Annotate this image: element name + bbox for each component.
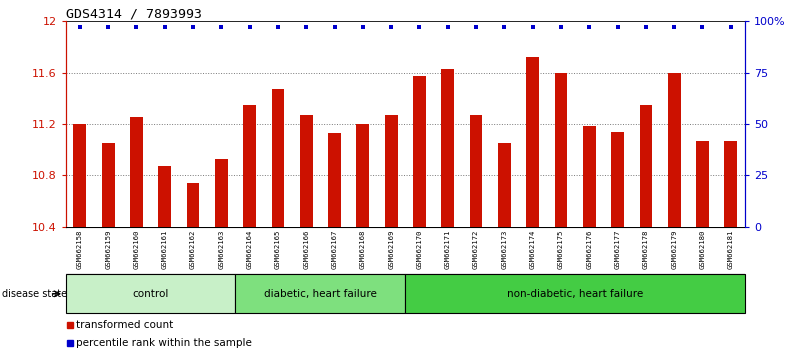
Text: GSM662159: GSM662159 [105,230,111,269]
Text: GSM662167: GSM662167 [332,230,337,269]
Bar [611,132,624,227]
Bar [668,73,681,227]
Text: GDS4314 / 7893993: GDS4314 / 7893993 [66,7,202,20]
Bar [441,69,454,227]
Text: GSM662174: GSM662174 [529,230,536,269]
Text: GSM662169: GSM662169 [388,230,394,269]
Text: percentile rank within the sample: percentile rank within the sample [76,338,252,348]
Bar [74,124,87,227]
Text: GSM662162: GSM662162 [190,230,196,269]
Bar [384,115,397,227]
Bar [696,141,709,227]
Bar [356,124,369,227]
Text: GSM662163: GSM662163 [219,230,224,269]
Bar [130,118,143,227]
Bar [554,73,567,227]
Bar [469,115,482,227]
Bar [724,141,737,227]
Bar [405,274,745,313]
Text: GSM662173: GSM662173 [501,230,507,269]
Text: GSM662181: GSM662181 [728,230,734,269]
Bar [639,105,652,227]
Text: GSM662171: GSM662171 [445,230,451,269]
Text: GSM662172: GSM662172 [473,230,479,269]
Text: GSM662166: GSM662166 [304,230,309,269]
Text: GSM662161: GSM662161 [162,230,167,269]
Text: GSM662158: GSM662158 [77,230,83,269]
Bar [159,166,171,227]
Text: GSM662165: GSM662165 [275,230,281,269]
Bar [187,183,199,227]
Bar [300,115,312,227]
Bar [526,57,539,227]
Text: control: control [132,289,169,299]
Text: diabetic, heart failure: diabetic, heart failure [264,289,376,299]
Text: GSM662164: GSM662164 [247,230,252,269]
Bar [244,105,256,227]
Text: GSM662170: GSM662170 [417,230,422,269]
Text: GSM662180: GSM662180 [699,230,706,269]
Text: GSM662176: GSM662176 [586,230,592,269]
Bar [498,143,511,227]
Text: GSM662177: GSM662177 [614,230,621,269]
Text: transformed count: transformed count [76,320,173,330]
Text: disease state: disease state [2,289,67,299]
Text: non-diabetic, heart failure: non-diabetic, heart failure [507,289,643,299]
Bar [66,274,235,313]
Bar [413,76,426,227]
Bar [272,89,284,227]
Bar [215,159,227,227]
Bar [235,274,405,313]
Text: GSM662178: GSM662178 [643,230,649,269]
Text: GSM662160: GSM662160 [134,230,139,269]
Text: GSM662168: GSM662168 [360,230,366,269]
Text: GSM662179: GSM662179 [671,230,677,269]
Text: GSM662175: GSM662175 [558,230,564,269]
Bar [102,143,115,227]
Bar [583,126,596,227]
Bar [328,133,341,227]
